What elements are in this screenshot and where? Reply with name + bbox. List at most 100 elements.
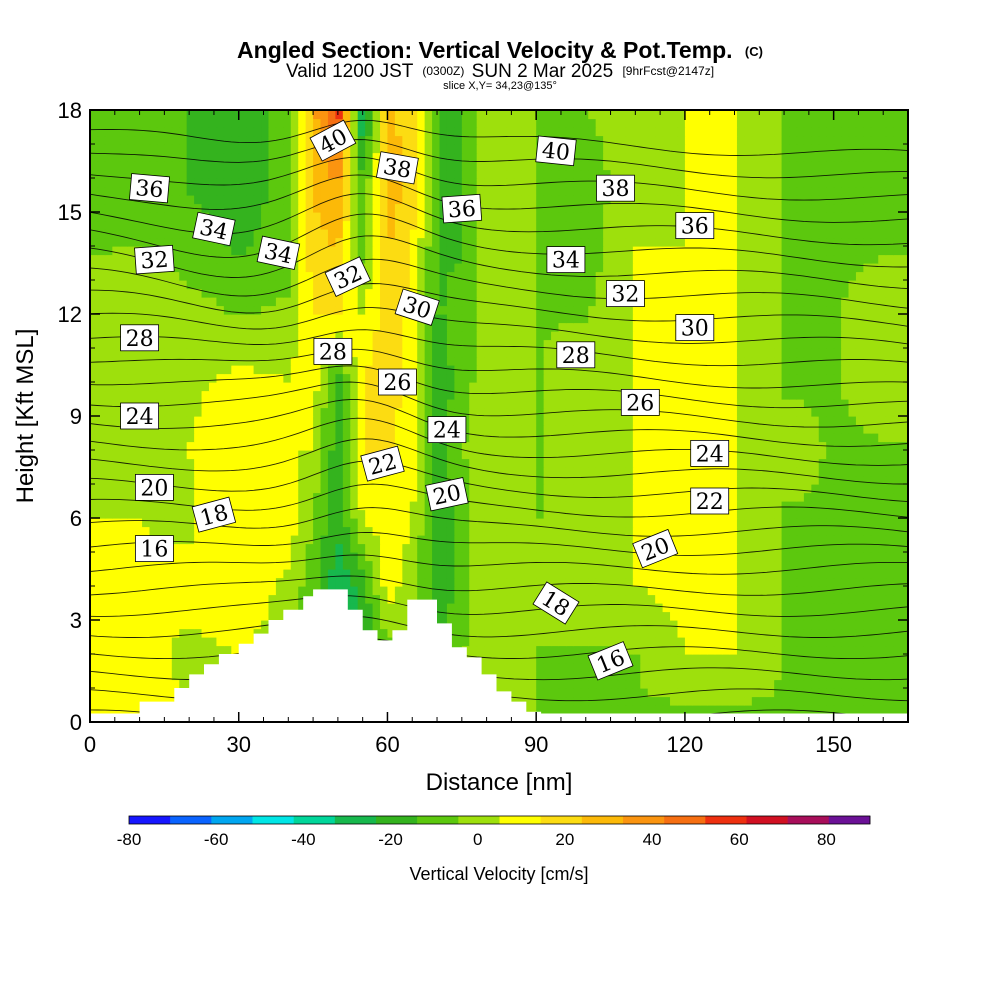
field-cell — [870, 492, 879, 502]
field-cell — [781, 535, 790, 545]
field-cell — [617, 594, 627, 604]
field-cell — [290, 356, 299, 366]
field-cell — [833, 611, 842, 621]
field-cell — [744, 509, 753, 519]
field-cell — [826, 484, 835, 494]
field-cell — [893, 560, 902, 570]
field-cell — [878, 552, 887, 562]
field-cell — [789, 620, 798, 630]
field-cell — [261, 450, 270, 460]
field-cell — [402, 552, 411, 562]
field-cell — [759, 637, 768, 647]
field-cell — [394, 603, 403, 613]
field-cell — [313, 543, 322, 553]
field-cell — [208, 628, 218, 638]
field-cell — [513, 569, 522, 579]
field-cell — [692, 594, 701, 604]
field-cell — [647, 492, 656, 502]
field-cell — [112, 586, 121, 596]
field-cell — [446, 339, 455, 349]
field-cell — [655, 603, 664, 613]
field-cell — [655, 679, 664, 689]
field-cell — [149, 450, 158, 460]
field-cell — [729, 382, 738, 392]
field-cell — [699, 696, 708, 706]
field-cell — [863, 356, 872, 366]
field-cell — [684, 467, 693, 477]
field-cell — [499, 603, 508, 613]
field-cell — [223, 569, 232, 579]
field-cell — [513, 645, 522, 655]
field-cell — [149, 441, 158, 451]
field-cell — [670, 679, 679, 689]
field-cell — [781, 441, 790, 451]
field-cell — [134, 458, 143, 468]
field-cell — [736, 339, 745, 349]
field-cell — [558, 484, 567, 494]
field-cell — [164, 348, 173, 358]
field-cell — [119, 645, 128, 655]
field-cell — [826, 535, 835, 545]
field-cell — [543, 399, 552, 409]
field-cell — [751, 552, 760, 562]
field-cell — [528, 586, 537, 596]
field-cell — [803, 577, 812, 587]
field-cell — [216, 458, 225, 468]
field-cell — [402, 348, 411, 358]
field-cell — [848, 467, 857, 477]
field-cell — [246, 492, 255, 502]
field-cell — [729, 450, 738, 460]
field-cell — [893, 365, 902, 375]
field-cell — [201, 331, 210, 341]
field-cell — [781, 356, 790, 366]
field-cell — [327, 501, 336, 511]
field-cell — [655, 365, 664, 375]
field-cell — [543, 416, 552, 426]
field-cell — [818, 450, 827, 460]
field-cell — [751, 382, 760, 392]
field-cell — [491, 535, 500, 545]
field-cell — [439, 518, 448, 528]
field-cell — [327, 526, 336, 536]
field-cell — [90, 569, 99, 579]
field-cell — [833, 526, 842, 536]
field-cell — [565, 535, 574, 545]
field-cell — [499, 339, 508, 349]
field-cell — [655, 662, 664, 672]
field-cell — [194, 348, 203, 358]
field-cell — [900, 348, 908, 358]
field-cell — [692, 577, 701, 587]
field-cell — [677, 467, 686, 477]
field-cell — [670, 339, 679, 349]
field-cell — [238, 492, 247, 502]
field-cell — [900, 620, 908, 630]
field-cell — [655, 586, 664, 596]
field-cell — [246, 611, 255, 621]
field-cell — [551, 662, 560, 672]
field-cell — [513, 424, 522, 434]
field-cell — [142, 620, 151, 630]
field-cell — [803, 535, 812, 545]
field-cell — [870, 603, 879, 613]
field-cell — [164, 577, 173, 587]
field-cell — [841, 501, 850, 511]
field-cell — [90, 696, 99, 706]
field-cell — [380, 356, 389, 366]
field-cell — [603, 586, 612, 596]
field-cell — [261, 399, 270, 409]
field-cell — [499, 509, 508, 519]
field-cell — [417, 552, 426, 562]
field-cell — [223, 628, 232, 638]
field-cell — [878, 705, 887, 715]
field-cell — [216, 407, 225, 417]
field-cell — [818, 390, 827, 400]
field-cell — [171, 407, 180, 417]
field-cell — [461, 560, 470, 570]
field-cell — [885, 637, 894, 647]
field-cell — [826, 679, 835, 689]
field-cell — [848, 611, 857, 621]
field-cell — [446, 552, 455, 562]
field-cell — [588, 526, 597, 536]
field-cell — [298, 484, 307, 494]
field-cell — [298, 475, 307, 485]
